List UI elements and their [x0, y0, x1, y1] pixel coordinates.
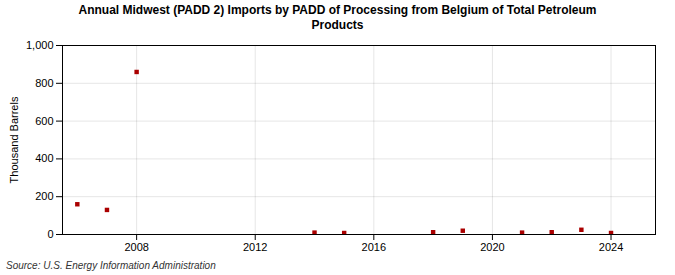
svg-text:2016: 2016 — [362, 241, 386, 253]
html-text:Annual Midwest (PADD 2) Import: Annual Midwest (PADD 2) Imports by PADD … — [78, 3, 597, 32]
svg-text:2008: 2008 — [124, 241, 148, 253]
svg-text:200: 200 — [35, 190, 53, 202]
svg-text:400: 400 — [35, 152, 53, 164]
svg-text:2024: 2024 — [599, 241, 623, 253]
svg-text:1,000: 1,000 — [26, 39, 54, 51]
svg-text:2012: 2012 — [243, 241, 267, 253]
svg-text:0: 0 — [47, 228, 53, 240]
svg-text:2020: 2020 — [480, 241, 504, 253]
svg-text:800: 800 — [35, 77, 53, 89]
svg-text:Thousand Barrels: Thousand Barrels — [8, 96, 20, 183]
svg-text:600: 600 — [35, 115, 53, 127]
html-text:Source: U.S. Energy Informatio: Source: U.S. Energy Information Administ… — [6, 260, 216, 271]
